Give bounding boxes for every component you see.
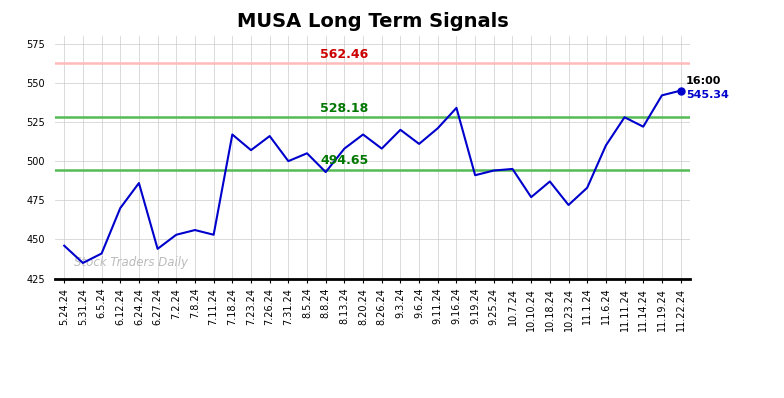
Text: Stock Traders Daily: Stock Traders Daily (74, 256, 188, 269)
Title: MUSA Long Term Signals: MUSA Long Term Signals (237, 12, 508, 31)
Text: 545.34: 545.34 (686, 90, 729, 100)
Text: 562.46: 562.46 (320, 48, 368, 61)
Text: 16:00: 16:00 (686, 76, 721, 86)
Text: 494.65: 494.65 (320, 154, 368, 167)
Text: 528.18: 528.18 (320, 101, 368, 115)
